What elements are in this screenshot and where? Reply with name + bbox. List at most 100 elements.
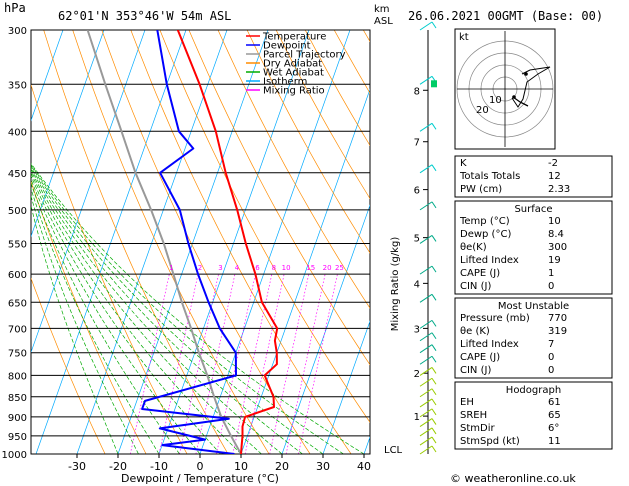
pressure-axis: 300 350 400 450 500 550 600 650 700 750 800 850 900 9…	[2, 26, 27, 461]
lcl-label: LCL	[384, 445, 403, 456]
dry-adiabat-line	[275, 30, 370, 200]
wind-barb-staff	[419, 355, 433, 365]
wind-barb-flag	[431, 294, 437, 301]
mixing-ratio-line	[269, 274, 310, 454]
wind-barb-flag	[431, 344, 437, 351]
pressure-tick-label: 500	[8, 206, 27, 217]
pressure-tick-label: 600	[8, 270, 27, 281]
mixing-ratio-label: 25	[335, 264, 344, 272]
temperature-axis: -30 -20 -10 0 10 20 30 40	[68, 454, 371, 473]
index-row-label: Lifted Index	[460, 255, 519, 266]
wind-barb-flag	[431, 201, 437, 209]
isotherm-line	[31, 30, 64, 122]
mixing-ratio-label: 4	[235, 264, 240, 272]
wet-adiabat-line	[31, 187, 160, 454]
wind-barb-flag	[431, 427, 437, 435]
isotherm-line	[117, 30, 269, 454]
wind-barb-staff	[419, 265, 433, 275]
temperature-tick-label: -10	[150, 460, 168, 473]
mixing-ratio-label: 20	[323, 264, 332, 272]
wind-barb-flag	[431, 445, 437, 453]
wind-barb-staff	[419, 367, 433, 376]
table-box	[454, 155, 613, 198]
mixing-ratio-line	[195, 274, 236, 454]
wind-barb-flag	[431, 418, 437, 425]
wind-barb-flag	[431, 398, 437, 406]
storm-motion-marker	[524, 72, 528, 76]
pressure-tick-label: 350	[8, 80, 27, 91]
index-row-label: Pressure (mb)	[460, 313, 530, 324]
wind-barb-staff	[419, 427, 433, 437]
wind-barb-staff	[419, 122, 433, 132]
wind-barb-flag	[431, 123, 437, 130]
wet-adiabat-line	[31, 194, 139, 454]
hodograph-ring-label: 10	[489, 95, 502, 106]
location-title: 62°01'N 353°46'W 54m ASL	[58, 9, 231, 23]
wind-barb-staff	[419, 164, 433, 174]
mixing-ratio-line	[244, 274, 285, 454]
index-row-label: StmDir	[460, 423, 495, 434]
wind-marker	[431, 80, 437, 88]
mixing-ratio-line	[285, 274, 326, 454]
pressure-tick-label: 300	[8, 26, 27, 37]
index-table: K -2 Totals Totals 12 PW (cm) 2.33 Surface Temp…	[454, 155, 613, 450]
index-row-label: Totals Totals	[459, 171, 520, 182]
x-axis-title: Dewpoint / Temperature (°C)	[121, 472, 279, 485]
index-row-value: 2.33	[548, 184, 570, 195]
index-row-value: 19	[548, 255, 561, 266]
wind-barb-staff	[419, 344, 433, 354]
isotherm-line	[76, 30, 228, 454]
wind-barb-flag	[431, 436, 437, 444]
pressure-tick-label: 650	[8, 298, 27, 309]
temperature-tick-label: 0	[197, 460, 204, 473]
section-title: Hodograph	[506, 385, 561, 396]
index-row-value: 770	[548, 313, 567, 324]
mixing-ratio-labels: 1 2 3 4 6 8 10 15 20 25	[169, 264, 344, 272]
temperature-tick-label: -30	[68, 460, 86, 473]
index-row-label: CIN (J)	[460, 281, 491, 292]
temperature-tick-label: 10	[234, 460, 248, 473]
mixing-ratio-line	[179, 274, 219, 454]
wind-barb-flag	[431, 408, 437, 416]
wind-barb-staff	[419, 75, 433, 85]
wind-barb-flag	[431, 235, 437, 242]
wind-barb-staff	[419, 293, 433, 303]
index-row-label: CAPE (J)	[460, 268, 500, 279]
isotherm-line	[281, 204, 370, 454]
index-row-label: Lifted Index	[460, 339, 519, 350]
wind-barb-staff	[419, 418, 433, 427]
mixing-ratio-label: 6	[255, 264, 260, 272]
index-row-value: -2	[548, 158, 558, 169]
dewpoint-line	[141, 30, 237, 454]
dry-adiabat-line	[246, 30, 370, 254]
section-title: Most Unstable	[498, 301, 569, 312]
isotherm-line	[158, 30, 310, 454]
wind-barbs	[419, 21, 437, 455]
index-row-value: 0	[548, 281, 554, 292]
wind-barb-flag	[431, 265, 437, 273]
pressure-tick-label: 900	[8, 413, 27, 424]
wind-barb-flag	[431, 320, 437, 327]
legend-label: Dry Adiabat	[263, 59, 322, 70]
wind-barb-flag	[431, 367, 437, 374]
temperature-line	[176, 30, 279, 454]
isotherm-line	[240, 88, 370, 454]
index-row-label: CIN (J)	[460, 365, 491, 376]
wind-barb-flag	[431, 355, 437, 363]
km-tick-label: 4	[414, 279, 420, 290]
wind-barb-flag	[431, 332, 437, 340]
index-row-value: 65	[548, 410, 561, 421]
table-box	[454, 297, 613, 379]
pressure-tick-label: 400	[8, 127, 27, 138]
isotherm-line	[31, 30, 146, 354]
mixing-ratio-axis-title: Mixing Ratio (g/kg)	[390, 237, 401, 332]
km-tick-label: 6	[414, 186, 420, 197]
wind-barb-staff	[419, 398, 433, 408]
temperature-tick-label: 30	[316, 460, 330, 473]
km-unit-line: ASL	[374, 16, 393, 27]
legend-label: Parcel Trajectory	[263, 50, 346, 61]
hodograph-unit: kt	[459, 32, 469, 43]
